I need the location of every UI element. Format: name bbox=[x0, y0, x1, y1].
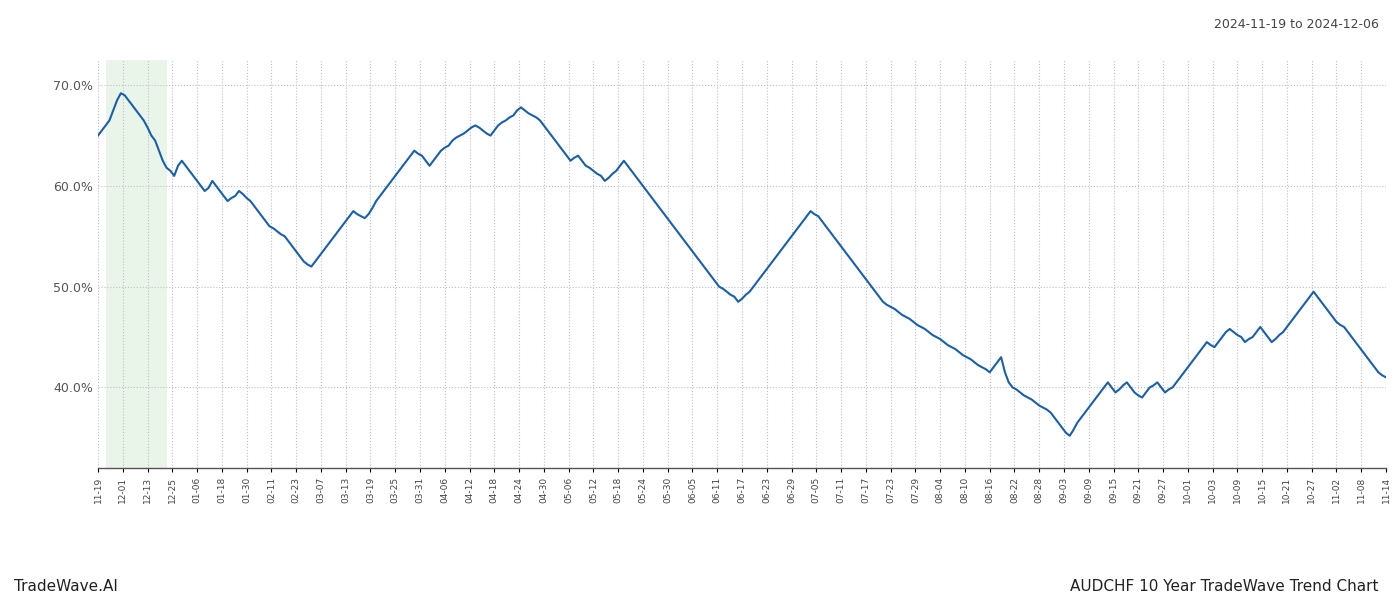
Text: TradeWave.AI: TradeWave.AI bbox=[14, 579, 118, 594]
Bar bbox=[105, 60, 167, 468]
Text: AUDCHF 10 Year TradeWave Trend Chart: AUDCHF 10 Year TradeWave Trend Chart bbox=[1071, 579, 1379, 594]
Text: 2024-11-19 to 2024-12-06: 2024-11-19 to 2024-12-06 bbox=[1214, 18, 1379, 31]
